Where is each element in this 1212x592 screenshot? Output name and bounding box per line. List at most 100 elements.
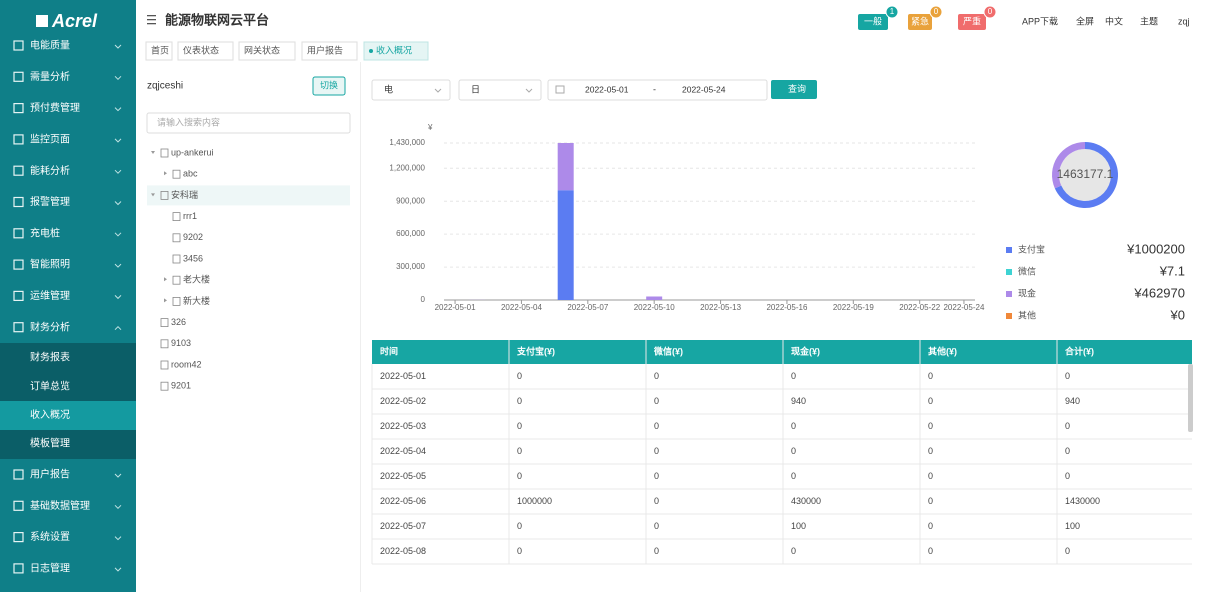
tab-label: 网关状态 bbox=[244, 44, 280, 55]
scrollbar bbox=[1188, 364, 1193, 432]
menu-item[interactable]: 电能质量 bbox=[30, 39, 70, 52]
tree-node[interactable]: 9103 bbox=[171, 338, 191, 348]
tree-icon bbox=[161, 382, 168, 390]
table-cell: 430000 bbox=[791, 496, 821, 506]
table-cell: 0 bbox=[654, 521, 659, 531]
tree-node[interactable]: 326 bbox=[171, 317, 186, 327]
legend-value: ¥1000200 bbox=[1126, 241, 1185, 256]
tree-icon bbox=[173, 213, 180, 221]
column-header: 支付宝(¥) bbox=[516, 345, 555, 356]
table-cell: 2022-05-08 bbox=[380, 546, 426, 556]
submenu-item[interactable]: 订单总览 bbox=[30, 379, 70, 392]
header-link[interactable]: zqj bbox=[1178, 16, 1190, 26]
menu-toggle bbox=[147, 19, 156, 20]
table-cell: 0 bbox=[517, 471, 522, 481]
tree-node[interactable]: 9201 bbox=[171, 381, 191, 391]
x-tick-label: 2022-05-13 bbox=[700, 303, 741, 312]
menu-item[interactable]: 需量分析 bbox=[30, 70, 70, 83]
table-cell: 0 bbox=[1065, 371, 1070, 381]
panel-border bbox=[360, 62, 361, 592]
table-cell: 100 bbox=[1065, 521, 1080, 531]
app-title: 能源物联网云平台 bbox=[165, 12, 269, 27]
bar-segment bbox=[558, 190, 574, 300]
legend-label: 现金 bbox=[1018, 287, 1036, 298]
table-cell: 0 bbox=[517, 421, 522, 431]
table-cell: 0 bbox=[928, 371, 933, 381]
header-link[interactable]: 中文 bbox=[1105, 15, 1123, 26]
table-cell: 0 bbox=[928, 446, 933, 456]
table-cell: 1000000 bbox=[517, 496, 552, 506]
table-cell: 0 bbox=[654, 471, 659, 481]
bar-segment bbox=[558, 143, 574, 190]
menu-item[interactable]: 基础数据管理 bbox=[30, 499, 90, 512]
tree-node[interactable]: up-ankerui bbox=[171, 147, 214, 157]
menu-item[interactable]: 监控页面 bbox=[30, 133, 70, 146]
switch-label: 切换 bbox=[320, 79, 338, 90]
menu-item[interactable]: 日志管理 bbox=[30, 562, 70, 575]
menu-item[interactable]: 报警管理 bbox=[30, 195, 70, 208]
table-cell: 2022-05-04 bbox=[380, 446, 426, 456]
header-link[interactable]: APP下载 bbox=[1022, 15, 1058, 26]
table-cell: 0 bbox=[654, 546, 659, 556]
menu-item[interactable]: 用户报告 bbox=[30, 468, 70, 481]
table-cell: 0 bbox=[517, 371, 522, 381]
x-tick-label: 2022-05-22 bbox=[899, 303, 940, 312]
menu-item[interactable]: 系统设置 bbox=[30, 530, 70, 543]
alert-count: 0 bbox=[934, 7, 939, 16]
tree-arrow bbox=[164, 171, 167, 175]
column-header: 时间 bbox=[380, 345, 398, 356]
tree-icon bbox=[161, 340, 168, 348]
tree-node[interactable]: room42 bbox=[171, 359, 202, 369]
menu-item[interactable]: 预付费管理 bbox=[30, 101, 80, 114]
tree-node[interactable]: 老大楼 bbox=[183, 274, 210, 285]
table-cell: 0 bbox=[928, 546, 933, 556]
tree-node[interactable]: rrr1 bbox=[183, 211, 197, 221]
alert-label: 一般 bbox=[864, 15, 882, 26]
table-cell: 940 bbox=[791, 396, 806, 406]
tree-node[interactable]: abc bbox=[183, 169, 198, 179]
x-tick-label: 2022-05-04 bbox=[501, 303, 542, 312]
menu-item[interactable]: 智能照明 bbox=[30, 258, 70, 271]
legend-swatch bbox=[1006, 269, 1012, 275]
tree-node[interactable]: 新大楼 bbox=[183, 295, 210, 306]
submenu-item[interactable]: 财务报表 bbox=[30, 351, 70, 364]
table-cell: 0 bbox=[791, 446, 796, 456]
tree-arrow bbox=[151, 151, 155, 154]
table-cell: 2022-05-03 bbox=[380, 421, 426, 431]
logo-icon bbox=[36, 15, 48, 27]
table-cell: 1430000 bbox=[1065, 496, 1100, 506]
submenu-item[interactable]: 模板管理 bbox=[30, 437, 70, 450]
tree-node[interactable]: 3456 bbox=[183, 253, 203, 263]
header-link[interactable]: 全屏 bbox=[1076, 15, 1094, 26]
table-cell: 2022-05-07 bbox=[380, 521, 426, 531]
table-cell: 940 bbox=[1065, 396, 1080, 406]
date-end: 2022-05-24 bbox=[682, 84, 726, 94]
tree-node[interactable]: 安科瑞 bbox=[171, 189, 198, 200]
header-link[interactable]: 主题 bbox=[1140, 15, 1158, 26]
table-cell: 0 bbox=[654, 446, 659, 456]
table-cell: 0 bbox=[928, 396, 933, 406]
table-cell: 0 bbox=[517, 396, 522, 406]
column-header: 现金(¥) bbox=[791, 345, 820, 356]
x-tick-label: 2022-05-01 bbox=[435, 303, 476, 312]
submenu-item[interactable]: 收入概况 bbox=[30, 408, 70, 421]
table-cell: 0 bbox=[1065, 471, 1070, 481]
table-cell: 2022-05-01 bbox=[380, 371, 426, 381]
menu-item[interactable]: 财务分析 bbox=[30, 320, 70, 333]
menu-item[interactable]: 充电桩 bbox=[30, 226, 60, 239]
menu-item[interactable]: 能耗分析 bbox=[30, 164, 70, 177]
y-tick-label: 1,200,000 bbox=[389, 163, 425, 172]
menu-toggle bbox=[147, 15, 156, 16]
tree-arrow bbox=[164, 277, 167, 281]
menu-item[interactable]: 运维管理 bbox=[30, 289, 70, 302]
x-tick-label: 2022-05-24 bbox=[943, 303, 984, 312]
tree-node[interactable]: 9202 bbox=[183, 232, 203, 242]
column-header: 其他(¥) bbox=[928, 345, 957, 356]
table-cell: 0 bbox=[928, 496, 933, 506]
tree-icon bbox=[173, 170, 180, 178]
legend-label: 其他 bbox=[1018, 309, 1036, 320]
table-cell: 0 bbox=[1065, 421, 1070, 431]
x-tick-label: 2022-05-10 bbox=[634, 303, 675, 312]
date-range[interactable] bbox=[548, 80, 767, 100]
legend-value: ¥7.1 bbox=[1159, 263, 1185, 278]
